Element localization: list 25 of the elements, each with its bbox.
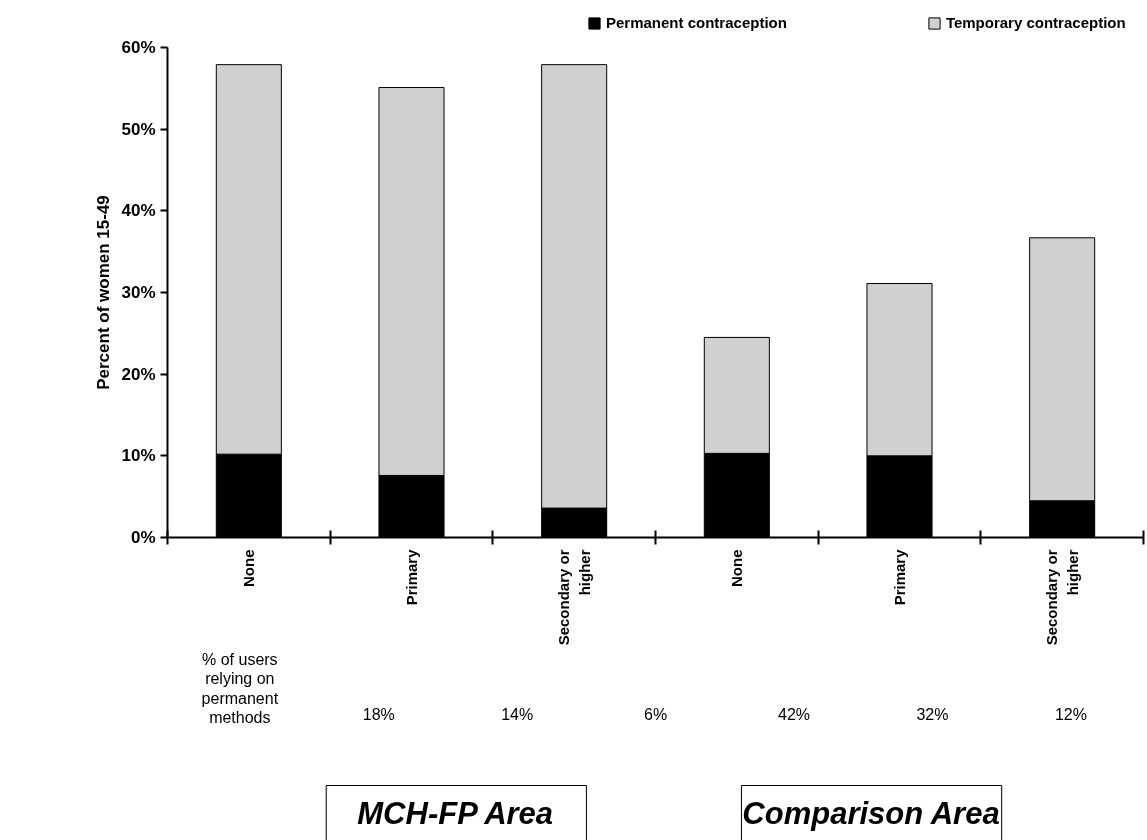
y-tick-label: 0% [130, 528, 156, 547]
x-tick-label: Secondary or higher [1043, 549, 1081, 646]
y-tick-label: 20% [121, 364, 156, 384]
y-axis-title: Percent of women 15-49 [94, 195, 114, 390]
text: % of users relying on permanent methods [201, 650, 279, 727]
y-tick-label: 60% [121, 38, 156, 57]
legend-label: Permanent contraception [606, 14, 787, 31]
text: 12% [1054, 706, 1087, 723]
y-tick-label: 10% [121, 446, 156, 466]
legend-label: Temporary contraception [945, 14, 1126, 31]
y-tick-label: 30% [121, 283, 156, 302]
x-tick-label: Primary [891, 548, 908, 606]
text: 14% [501, 706, 534, 723]
text: MCH-FP Area [357, 796, 554, 831]
text: Comparison Area [742, 796, 1000, 831]
text: 6% [644, 706, 668, 723]
x-tick-label: None [240, 549, 258, 587]
y-tick-label: 50% [121, 119, 156, 139]
text: 42% [778, 706, 811, 723]
x-tick-label: Primary [403, 548, 420, 606]
text: 32% [916, 706, 949, 723]
x-tick-label: Secondary or higher [555, 549, 593, 646]
x-tick-label: None [728, 549, 746, 587]
text: 18% [362, 706, 395, 723]
y-tick-label: 40% [121, 201, 156, 221]
